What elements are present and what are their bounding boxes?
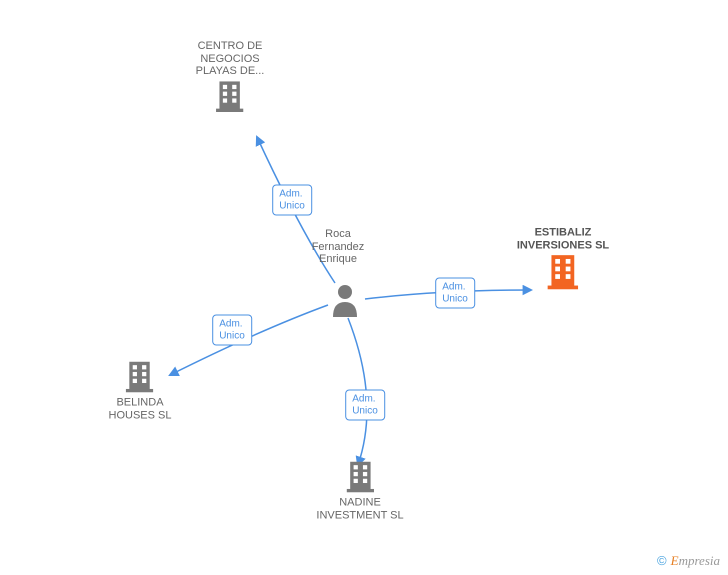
- node-label-centro: CENTRO DE NEGOCIOS PLAYAS DE...: [196, 40, 265, 78]
- node-label-nadine: NADINE INVESTMENT SL: [316, 496, 403, 521]
- building-icon: [123, 358, 157, 392]
- center-node-label: Roca Fernandez Enrique: [312, 228, 365, 266]
- credit: © Empresia: [657, 553, 720, 569]
- edge-label-nadine: Adm. Unico: [345, 390, 385, 421]
- node-estibaliz: ESTIBALIZ INVERSIONES SL: [517, 226, 609, 293]
- building-icon: [213, 78, 247, 112]
- building-icon: [343, 458, 377, 492]
- person-icon: [330, 283, 360, 317]
- node-belinda: BELINDA HOUSES SL: [109, 358, 172, 421]
- node-centro: CENTRO DE NEGOCIOS PLAYAS DE...: [196, 40, 265, 116]
- edge-label-centro: Adm. Unico: [272, 185, 312, 216]
- brand-rest: mpresia: [679, 553, 720, 568]
- node-label-belinda: BELINDA HOUSES SL: [109, 396, 172, 421]
- building-icon: [544, 252, 582, 290]
- network-diagram: Roca Fernandez Enrique CENTRO DE NEGOCIO…: [0, 0, 728, 575]
- copyright-symbol: ©: [657, 553, 667, 568]
- node-nadine: NADINE INVESTMENT SL: [316, 458, 403, 521]
- edge-label-belinda: Adm. Unico: [212, 315, 252, 346]
- node-label-estibaliz: ESTIBALIZ INVERSIONES SL: [517, 226, 609, 251]
- brand-first-letter: E: [671, 553, 679, 568]
- edge-label-estibaliz: Adm. Unico: [435, 278, 475, 309]
- center-node-person: [330, 283, 360, 317]
